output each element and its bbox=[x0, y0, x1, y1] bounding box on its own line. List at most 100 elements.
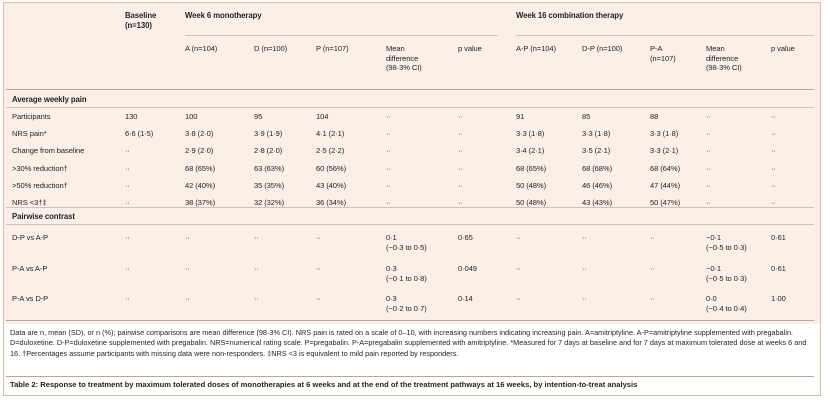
column-header: difference bbox=[706, 53, 739, 63]
table-cell: 91 bbox=[516, 112, 525, 121]
table-cell: ·· bbox=[316, 294, 321, 303]
table-cell: (−0·3 to 0·5) bbox=[386, 242, 427, 252]
table-cell: ·· bbox=[771, 198, 776, 207]
rule-header-bottom bbox=[6, 89, 814, 90]
table-cell: 3·3 (1·8) bbox=[516, 129, 545, 138]
table-cell: ·· bbox=[125, 181, 130, 190]
rule-caption-top bbox=[6, 376, 814, 377]
table-cell: 0·61 bbox=[771, 233, 786, 242]
table-cell: ·· bbox=[582, 233, 587, 242]
header-baseline: Baseline bbox=[125, 11, 157, 20]
table-cell: 1·00 bbox=[771, 294, 786, 303]
table-cell: 104 bbox=[316, 112, 329, 121]
table-cell: ·· bbox=[458, 164, 463, 173]
row-label: P-A vs A-P bbox=[12, 264, 48, 273]
rule-week6-span bbox=[185, 35, 498, 36]
table-cell: ·· bbox=[582, 264, 587, 273]
table-cell: 2·8 (2·0) bbox=[254, 146, 283, 155]
table-cell: 50 (48%) bbox=[516, 198, 547, 207]
column-header: (98·3% CI) bbox=[706, 63, 742, 72]
column-header: A-P (n=104) bbox=[516, 44, 556, 53]
table-cell: 60 (56%) bbox=[316, 164, 347, 173]
table-cell: ·· bbox=[706, 164, 711, 173]
table-cell: 3·3 (2·1) bbox=[650, 146, 679, 155]
column-header: p value bbox=[458, 44, 482, 53]
table-cell: ·· bbox=[771, 164, 776, 173]
table-cell: ·· bbox=[386, 164, 391, 173]
header-week6: Week 6 monotherapy bbox=[185, 11, 262, 20]
table-cell: ·· bbox=[125, 233, 130, 242]
table-cell: 3·4 (2·1) bbox=[516, 146, 545, 155]
table-cell: 35 (35%) bbox=[254, 181, 285, 190]
table-cell: 3·8 (2·0) bbox=[185, 129, 214, 138]
table-cell: 68 (64%) bbox=[650, 164, 681, 173]
table-cell: (−0·2 to 0·7) bbox=[386, 303, 427, 313]
table-body bbox=[4, 3, 820, 324]
table-cell: 68 (68%) bbox=[582, 164, 613, 173]
table-cell: ·· bbox=[316, 264, 321, 273]
table-cell: 68 (65%) bbox=[185, 164, 216, 173]
table-cell: 3·5 (2·1) bbox=[582, 146, 611, 155]
table-cell: ·· bbox=[706, 129, 711, 138]
table-cell: ·· bbox=[386, 198, 391, 207]
table-cell: ·· bbox=[386, 129, 391, 138]
table-cell: 2·5 (2·2) bbox=[316, 146, 345, 155]
table-cell: 32 (32%) bbox=[254, 198, 285, 207]
table-cell: 88 bbox=[650, 112, 659, 121]
table-cell: ·· bbox=[706, 146, 711, 155]
rule-section-title bbox=[6, 107, 814, 108]
table-cell: 0·3 bbox=[386, 294, 397, 303]
table-cell: ·· bbox=[254, 264, 259, 273]
table-cell: 47 (44%) bbox=[650, 181, 681, 190]
table-cell: ·· bbox=[771, 129, 776, 138]
table-cell: ·· bbox=[386, 181, 391, 190]
column-header: difference bbox=[386, 53, 419, 63]
table-cell: −0·1 bbox=[706, 264, 722, 273]
table-cell: ·· bbox=[386, 112, 391, 121]
table-cell: 95 bbox=[254, 112, 263, 121]
table-cell: 3·3 (1·8) bbox=[650, 129, 679, 138]
row-label: >30% reduction† bbox=[12, 164, 68, 173]
column-header: D (n=100) bbox=[254, 44, 288, 53]
table-caption: Table 2: Response to treatment by maximu… bbox=[10, 380, 638, 389]
table-cell: 0·14 bbox=[458, 294, 473, 303]
table-cell: 63 (63%) bbox=[254, 164, 285, 173]
table-footnote: Data are n, mean (SD), or n (%); pairwis… bbox=[10, 328, 807, 358]
row-label: >50% reduction† bbox=[12, 181, 68, 190]
table-cell: 0·3 bbox=[386, 264, 397, 273]
row-label: Participants bbox=[12, 112, 51, 121]
row-label: Change from baseline bbox=[12, 146, 85, 155]
table-cell: ·· bbox=[458, 112, 463, 121]
column-header: Mean bbox=[386, 44, 405, 53]
table-cell: 3·9 (1·9) bbox=[254, 129, 283, 138]
table-cell: (−0·1 to 0·8) bbox=[386, 273, 427, 283]
table-cell: (−0·5 to 0·3) bbox=[706, 242, 747, 252]
table-cell: 130 bbox=[125, 112, 138, 121]
table-cell: 43 (40%) bbox=[316, 181, 347, 190]
rule-section-title bbox=[6, 224, 814, 225]
table-cell: ·· bbox=[185, 294, 190, 303]
table-cell: ·· bbox=[771, 146, 776, 155]
row-label: D-P vs A-P bbox=[12, 233, 48, 242]
table-cell: ·· bbox=[254, 294, 259, 303]
table-cell: ·· bbox=[516, 264, 521, 273]
table-cell: ·· bbox=[650, 264, 655, 273]
table-cell: ·· bbox=[185, 264, 190, 273]
row-label: NRS <3†‡ bbox=[12, 198, 47, 207]
rule-section-end bbox=[6, 207, 814, 208]
table-cell: ·· bbox=[316, 233, 321, 242]
table-cell: 43 (43%) bbox=[582, 198, 613, 207]
section-title: Pairwise contrast bbox=[12, 212, 75, 221]
table-cell: ·· bbox=[771, 112, 776, 121]
table-cell: ·· bbox=[386, 146, 391, 155]
table-cell: ·· bbox=[185, 233, 190, 242]
table-cell: (−0·5 to 0·3) bbox=[706, 273, 747, 283]
row-label: P-A vs D-P bbox=[12, 294, 49, 303]
table-cell: ·· bbox=[650, 233, 655, 242]
column-header: P (n=107) bbox=[316, 44, 349, 53]
table-cell: 6·6 (1·5) bbox=[125, 129, 154, 138]
column-header: A (n=104) bbox=[185, 44, 218, 53]
rule-table-bottom bbox=[6, 320, 814, 321]
table-cell: 46 (46%) bbox=[582, 181, 613, 190]
table-cell: 36 (34%) bbox=[316, 198, 347, 207]
